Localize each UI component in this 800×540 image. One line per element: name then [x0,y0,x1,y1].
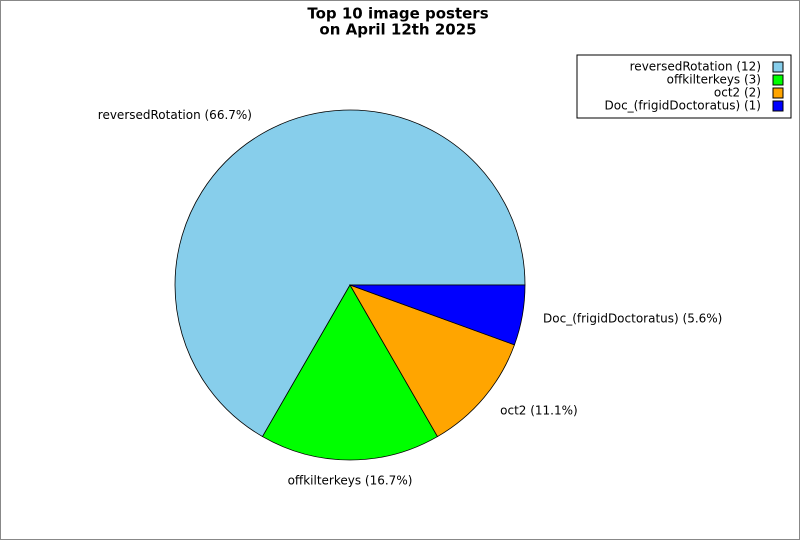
pie-slice [261,284,439,461]
pie-slice [174,109,526,438]
slice-label: oct2 (11.1%) [500,403,578,417]
slice-label: Doc_(frigidDoctoratus) (5.6%) [543,312,722,326]
legend-label: oct2 (2) [714,86,761,100]
pie-slice [349,284,526,346]
legend-swatch [772,100,784,112]
legend-swatch [772,74,784,86]
legend-swatch [772,61,784,73]
slice-label: offkilterkeys (16.7%) [288,474,413,488]
slice-label: reversedRotation (66.7%) [98,108,252,122]
chart-title: on April 12th 2025 [319,21,476,39]
pie-slice [349,284,515,438]
legend-label: Doc_(frigidDoctoratus) (1) [605,99,762,113]
legend-box [576,54,792,119]
legend-label: offkilterkeys (3) [667,73,761,87]
chart-title: Top 10 image posters [307,5,488,23]
legend-label: reversedRotation (12) [630,60,761,74]
legend-swatch [772,87,784,99]
